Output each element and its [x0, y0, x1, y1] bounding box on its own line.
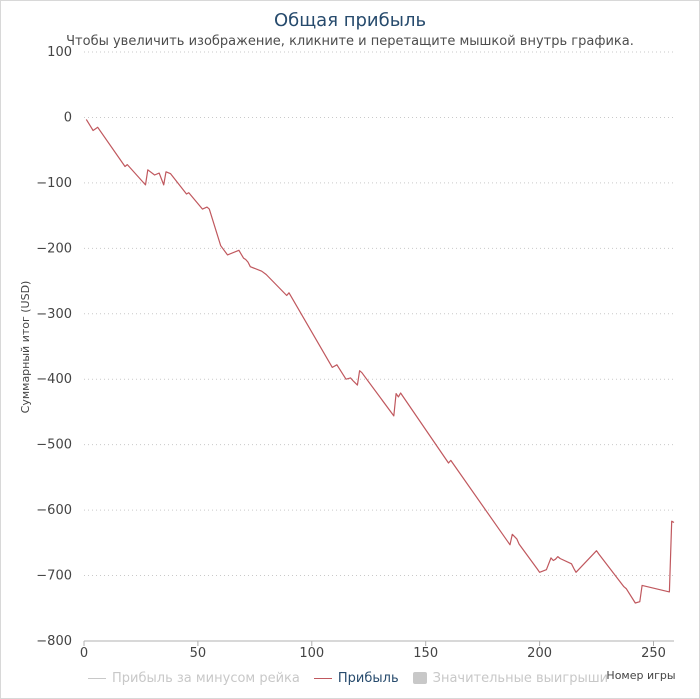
y-tick-label: −700	[36, 569, 72, 584]
x-tick-label: 100	[299, 646, 324, 661]
legend-box-icon	[412, 672, 427, 684]
y-tick-label: −100	[36, 176, 72, 191]
legend-label: Значительные выигрыши	[432, 670, 609, 686]
legend-item-big-wins[interactable]: Значительные выигрыши	[412, 670, 609, 686]
legend-label: Прибыль за минусом рейка	[112, 670, 300, 686]
x-tick-label: 50	[190, 646, 207, 661]
grid-lines	[84, 51, 674, 642]
y-tick-label: −200	[36, 241, 72, 256]
y-axis-title: Суммарный итог (USD)	[19, 281, 32, 414]
y-tick-label: 0	[64, 110, 72, 125]
y-tick-label: −300	[36, 307, 72, 322]
y-tick-label: 100	[47, 45, 72, 60]
y-tick-label: −400	[36, 372, 72, 387]
y-tick-label: −800	[36, 634, 72, 649]
legend-item-profit[interactable]: Прибыль	[313, 670, 399, 686]
y-tick-label: −600	[36, 503, 72, 518]
tick-labels: 100 0 −100 −200 −300 −400 −500 −600 −700 −800 0 50 1…	[36, 45, 666, 661]
x-axis-title: Номер игры	[606, 669, 675, 682]
x-tick-label: 200	[527, 646, 552, 661]
y-tick-label: −500	[36, 438, 72, 453]
legend-item-net-profit[interactable]: Прибыль за минусом рейка	[88, 671, 300, 686]
axes	[83, 640, 674, 646]
legend: Прибыль за минусом рейка Прибыль Значите…	[88, 668, 608, 688]
legend-line-icon	[313, 677, 332, 679]
x-tick-label: 250	[641, 646, 666, 661]
x-tick-label: 0	[80, 646, 88, 661]
series-layer	[85, 119, 675, 604]
series-line-profit[interactable]	[85, 119, 675, 604]
legend-label: Прибыль	[337, 670, 399, 686]
chart-title: Общая прибыль	[273, 10, 427, 31]
legend-line-icon	[88, 677, 106, 679]
chart-subtitle: Чтобы увеличить изображение, кликните и …	[66, 34, 634, 49]
x-tick-label: 150	[413, 646, 438, 661]
